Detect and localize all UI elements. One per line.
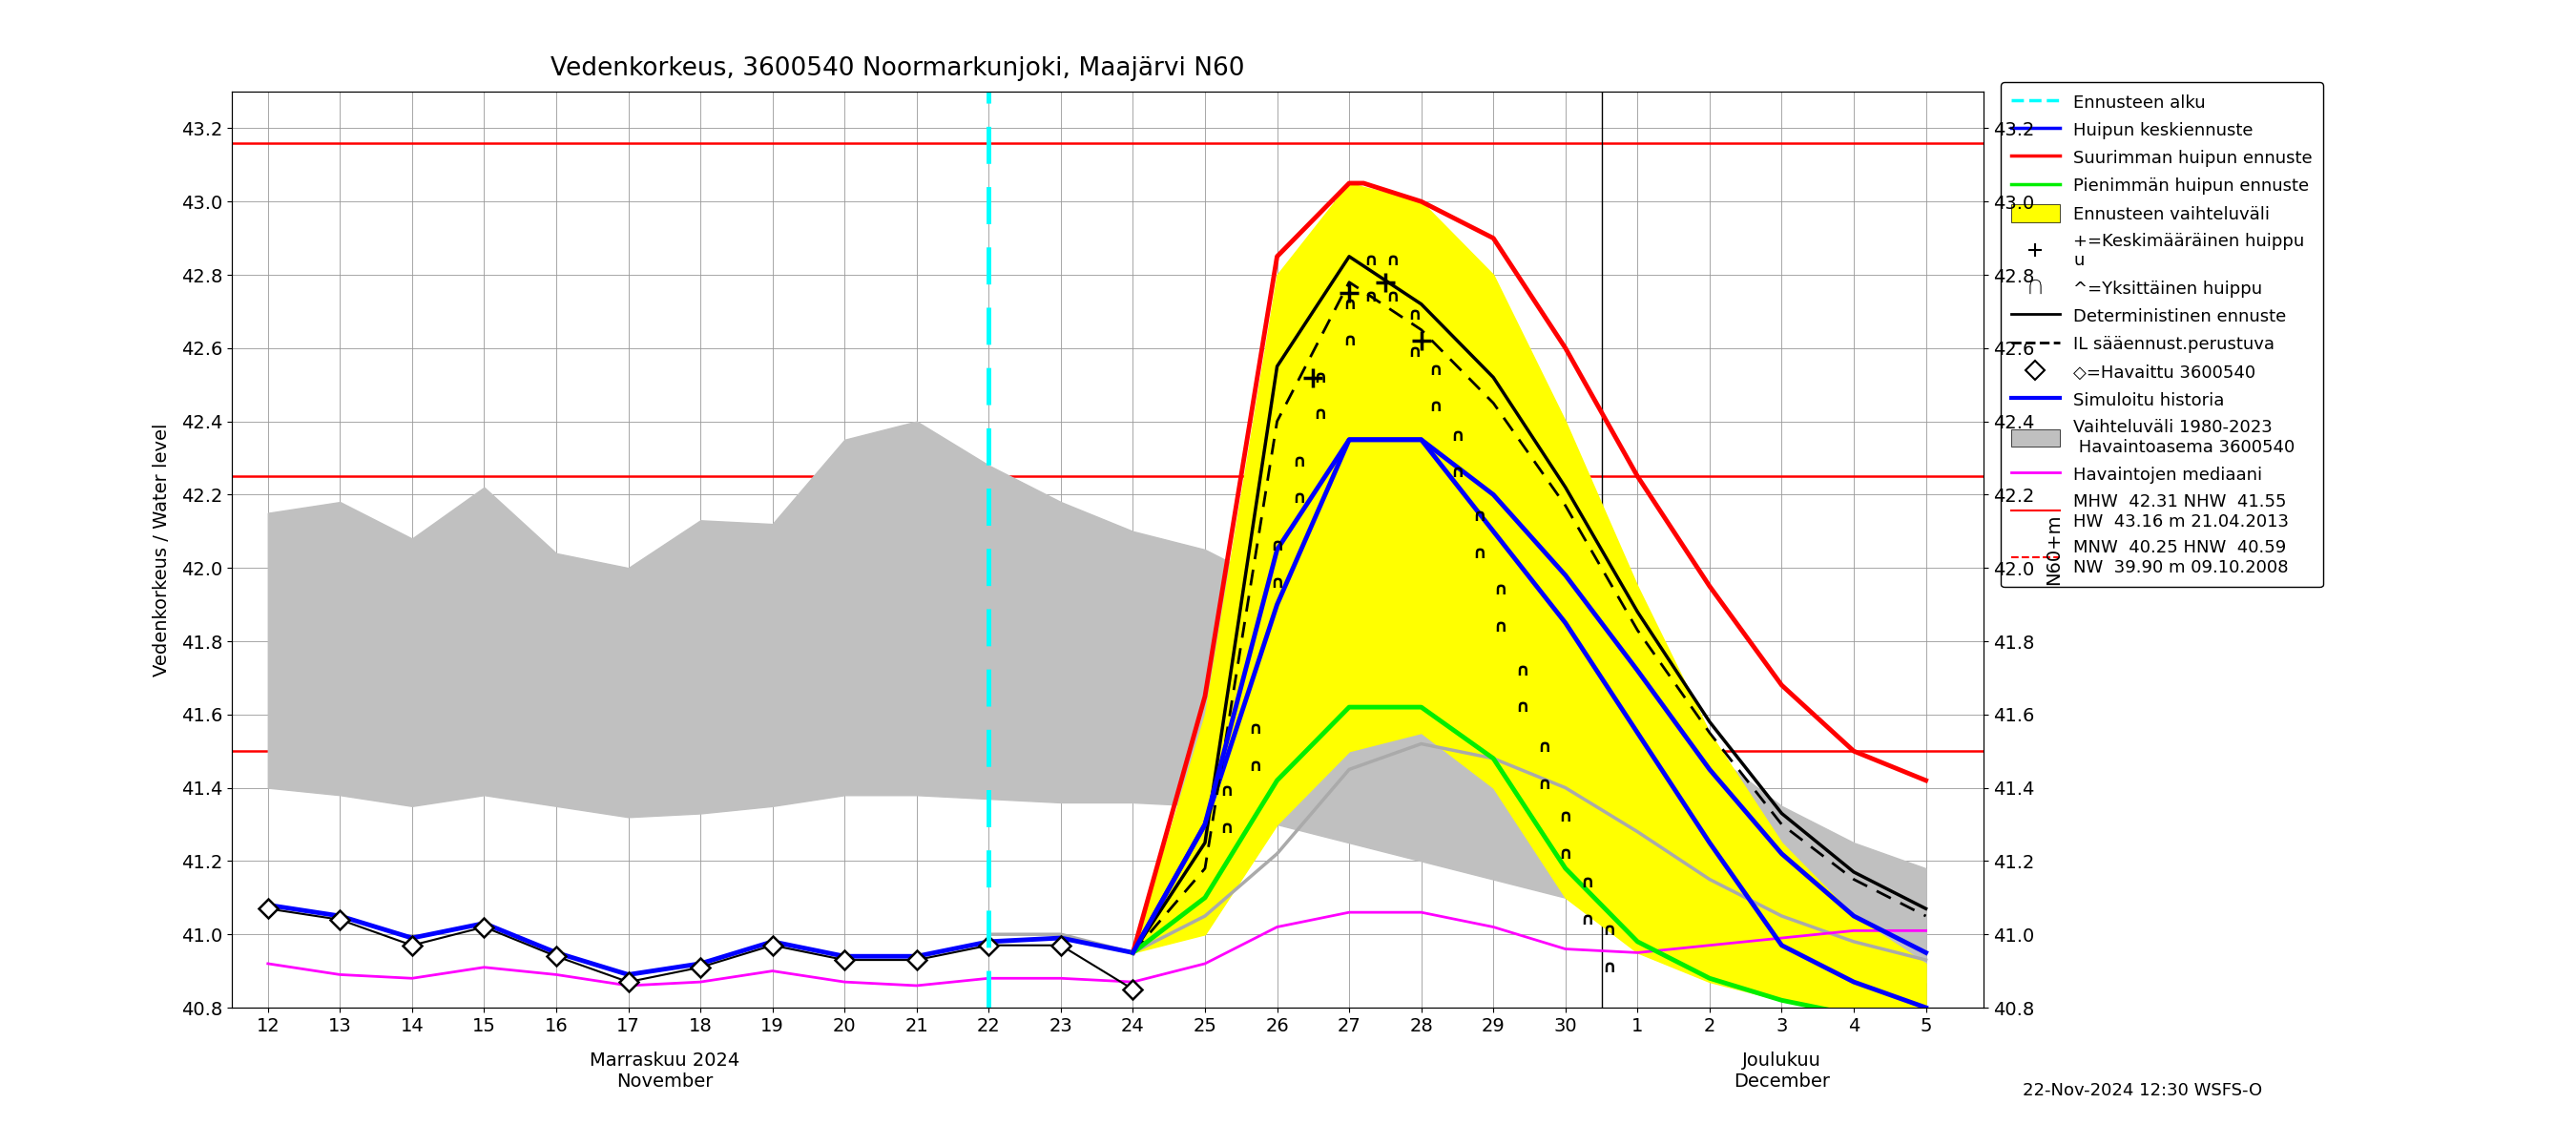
- Text: ∩: ∩: [1579, 875, 1595, 892]
- Text: ∩: ∩: [1363, 289, 1378, 306]
- Text: ∩: ∩: [1342, 295, 1355, 313]
- Text: ∩: ∩: [1363, 252, 1378, 269]
- Text: ∩: ∩: [1218, 820, 1234, 837]
- Y-axis label: Vedenkorkeus / Water level: Vedenkorkeus / Water level: [152, 423, 170, 677]
- Text: ∩: ∩: [1538, 775, 1551, 792]
- Text: ∩: ∩: [1314, 405, 1327, 423]
- Text: 22-Nov-2024 12:30 WSFS-O: 22-Nov-2024 12:30 WSFS-O: [2022, 1082, 2262, 1099]
- Text: ∩: ∩: [1558, 808, 1571, 826]
- Text: ∩: ∩: [1406, 344, 1422, 361]
- Text: ∩: ∩: [1430, 398, 1443, 416]
- Y-axis label: N60+m: N60+m: [2045, 514, 2063, 585]
- Text: ∩: ∩: [1406, 307, 1422, 324]
- Text: ∩: ∩: [1515, 662, 1530, 679]
- Text: ∩: ∩: [1291, 453, 1306, 471]
- Legend: Ennusteen alku, Huipun keskiennuste, Suurimman huipun ennuste, Pienimmän huipun : Ennusteen alku, Huipun keskiennuste, Suu…: [2002, 82, 2324, 587]
- Text: ∩: ∩: [1430, 362, 1443, 379]
- Text: ∩: ∩: [1291, 490, 1306, 507]
- Text: ∩: ∩: [1249, 720, 1262, 737]
- Text: ∩: ∩: [1342, 332, 1355, 349]
- Text: ∩: ∩: [1558, 845, 1571, 862]
- Text: ∩: ∩: [1494, 618, 1507, 635]
- Text: ∩: ∩: [1314, 369, 1327, 386]
- Text: ∩: ∩: [1538, 739, 1551, 756]
- Text: Marraskuu 2024
November: Marraskuu 2024 November: [590, 1051, 739, 1091]
- Text: ∩: ∩: [1471, 545, 1486, 562]
- Text: ∩: ∩: [1450, 464, 1463, 481]
- Text: ∩: ∩: [1386, 252, 1399, 269]
- Text: ∩: ∩: [1218, 783, 1234, 800]
- Title: Vedenkorkeus, 3600540 Noormarkunjoki, Maajärvi N60: Vedenkorkeus, 3600540 Noormarkunjoki, Ma…: [551, 56, 1244, 81]
- Text: ∩: ∩: [1494, 582, 1507, 599]
- Text: ∩: ∩: [1249, 757, 1262, 774]
- Text: ∩: ∩: [1515, 698, 1530, 716]
- Text: ∩: ∩: [1471, 508, 1486, 526]
- Text: ∩: ∩: [1602, 922, 1615, 939]
- Text: ∩: ∩: [1270, 537, 1283, 554]
- Text: ∩: ∩: [1602, 958, 1615, 976]
- Text: ∩: ∩: [1270, 574, 1283, 591]
- Text: Joulukuu
December: Joulukuu December: [1734, 1051, 1829, 1091]
- Text: ∩: ∩: [1579, 911, 1595, 929]
- Text: ∩: ∩: [1386, 289, 1399, 306]
- Text: ∩: ∩: [1450, 427, 1463, 444]
